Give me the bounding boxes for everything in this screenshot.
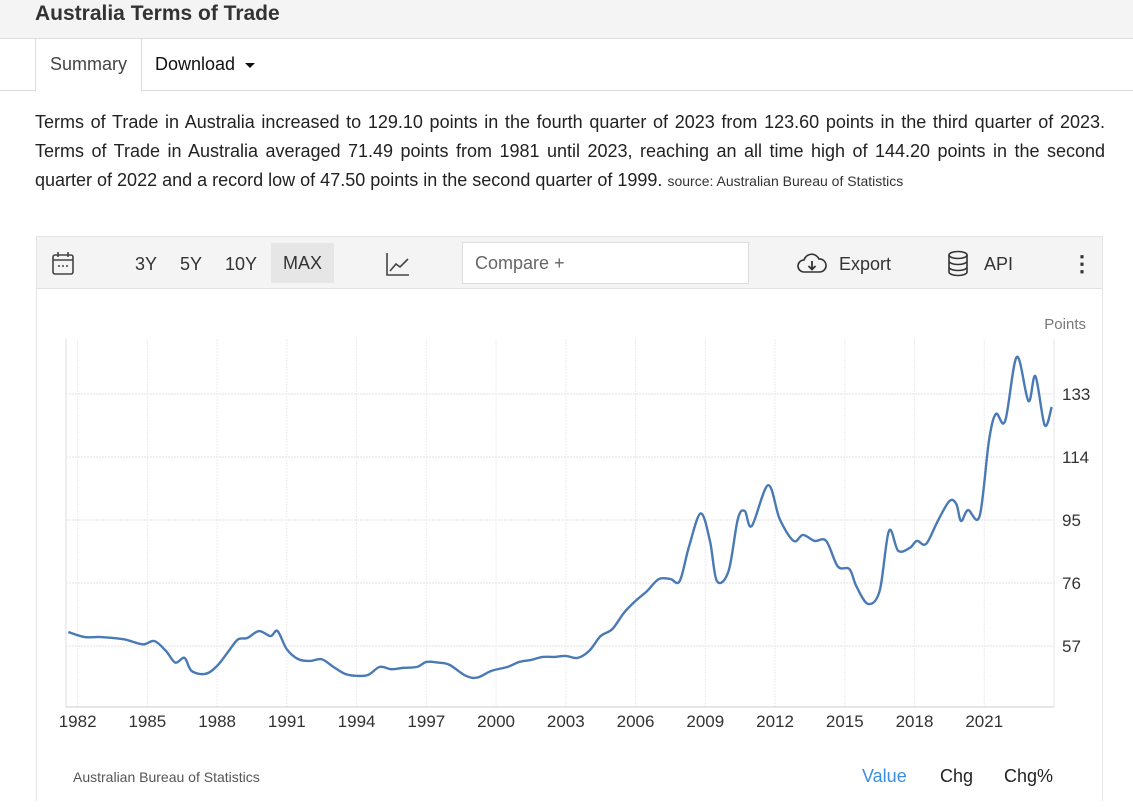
range-3y[interactable]: 3Y bbox=[135, 254, 158, 274]
x-tick-label: 1982 bbox=[59, 712, 97, 731]
value-toggle[interactable]: Value bbox=[862, 766, 907, 786]
chg-toggle[interactable]: Chg bbox=[940, 766, 974, 786]
y-tick-label: 114 bbox=[1062, 448, 1089, 467]
chgpct-toggle[interactable]: Chg% bbox=[1004, 766, 1054, 786]
x-tick-label: 1997 bbox=[407, 712, 445, 731]
range-10y[interactable]: 10Y bbox=[225, 254, 258, 274]
line-chart-icon[interactable] bbox=[385, 245, 411, 283]
x-tick-label: 2009 bbox=[686, 712, 724, 731]
download-label: Download bbox=[155, 54, 236, 74]
database-icon bbox=[948, 250, 968, 277]
x-tick-label: 2021 bbox=[965, 712, 1003, 731]
tab-download[interactable]: Download bbox=[155, 39, 256, 92]
x-tick-label: 2018 bbox=[896, 712, 934, 731]
x-tick-label: 1991 bbox=[268, 712, 306, 731]
compare-input[interactable]: Compare + bbox=[462, 242, 749, 284]
api-label: API bbox=[984, 254, 1014, 274]
tab-summary[interactable]: Summary bbox=[35, 39, 142, 92]
export-label: Export bbox=[839, 254, 892, 274]
api-button[interactable]: API bbox=[945, 245, 1013, 283]
summary-text: Terms of Trade in Australia increased to… bbox=[35, 108, 1105, 196]
x-tick-label: 2003 bbox=[547, 712, 585, 731]
chart-panel: 3Y 5Y 10Y MAX Compare + Export API ⋮ 57 7… bbox=[36, 236, 1103, 801]
tab-bar: Summary Download bbox=[0, 39, 1133, 92]
y-tick-label: 95 bbox=[1062, 511, 1081, 530]
y-axis-label: Points bbox=[1044, 316, 1086, 333]
chart-toolbar: 3Y 5Y 10Y MAX Compare + Export API ⋮ bbox=[37, 237, 1102, 289]
export-button[interactable]: Export bbox=[796, 245, 891, 283]
x-tick-label: 1994 bbox=[338, 712, 376, 731]
source-note: source: Australian Bureau of Statistics bbox=[667, 173, 904, 189]
chart-source: Australian Bureau of Statistics bbox=[73, 769, 260, 785]
y-tick-label: 76 bbox=[1062, 574, 1081, 593]
y-tick-label: 133 bbox=[1062, 385, 1090, 404]
title-bar: Australia Terms of Trade bbox=[0, 0, 1133, 39]
range-max[interactable]: MAX bbox=[271, 243, 334, 283]
line-chart: 57 76 95 114 133 1982 1985 1988 1991 1994 1997 2000… bbox=[59, 316, 1091, 731]
series-line bbox=[67, 355, 1053, 680]
more-menu-icon[interactable]: ⋮ bbox=[1071, 251, 1093, 276]
cloud-download-icon bbox=[797, 253, 827, 273]
caret-down-icon bbox=[245, 62, 256, 68]
page-title: Australia Terms of Trade bbox=[35, 2, 280, 25]
x-tick-label: 2015 bbox=[826, 712, 864, 731]
description: Terms of Trade in Australia increased to… bbox=[35, 112, 1105, 190]
x-tick-label: 2000 bbox=[477, 712, 515, 731]
x-tick-label: 1985 bbox=[128, 712, 166, 731]
range-5y[interactable]: 5Y bbox=[180, 254, 203, 274]
calendar-icon[interactable] bbox=[51, 245, 75, 283]
y-tick-label: 57 bbox=[1062, 637, 1081, 656]
x-tick-label: 2006 bbox=[617, 712, 655, 731]
x-tick-label: 1988 bbox=[198, 712, 236, 731]
x-tick-label: 2012 bbox=[756, 712, 794, 731]
